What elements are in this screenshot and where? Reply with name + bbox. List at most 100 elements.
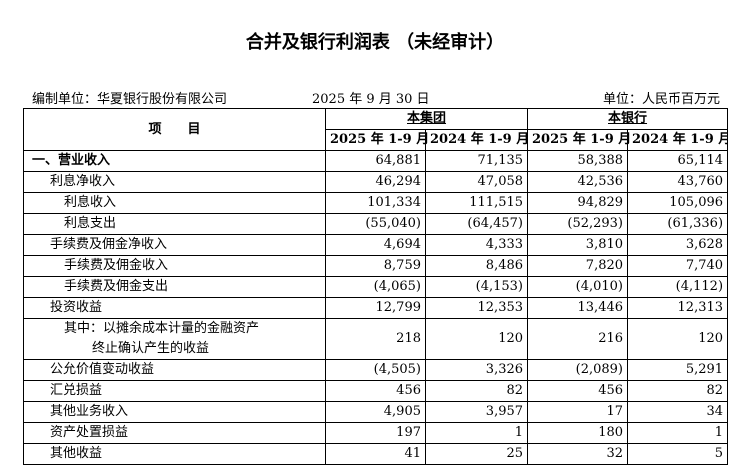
cell-value: (4,112)	[627, 276, 728, 298]
cell-value: 58,388	[527, 150, 629, 172]
group-label: 本银行	[608, 111, 648, 126]
cell-value: (4,153)	[424, 276, 529, 298]
cell-value: 1	[424, 422, 529, 444]
data-row: 投资收益 12,799 12,353 13,446 12,313	[23, 297, 728, 319]
row-label: 其中：以摊余成本计量的金融资产终止确认产生的收益	[23, 318, 326, 360]
data-row: 一、营业收入 64,881 71,135 58,388 65,114	[23, 150, 728, 172]
data-row: 资产处置损益 197 1 180 1	[23, 422, 728, 444]
row-label: 汇兑损益	[23, 380, 326, 402]
cell-value: 46,294	[325, 171, 426, 193]
cell-value: 42,536	[527, 171, 629, 193]
cell-value: 105,096	[627, 192, 728, 214]
cell-value: 456	[325, 380, 426, 402]
cell-value: 8,759	[325, 255, 426, 277]
cell-value: 5	[627, 443, 728, 465]
cell-value: 3,810	[527, 234, 629, 256]
cell-value: 12,353	[424, 297, 529, 319]
group-label: 本集团	[407, 111, 447, 126]
cell-value: 32	[527, 443, 629, 465]
period-header: 2025 年 1-9 月	[527, 129, 631, 151]
cell-value: 94,829	[527, 192, 629, 214]
label-line: 其中：以摊余成本计量的金融资产	[64, 321, 260, 336]
cell-value: 120	[424, 318, 529, 360]
cell-value: 197	[325, 422, 426, 444]
row-label: 利息收入	[23, 192, 326, 214]
cell-value: (55,040)	[325, 213, 426, 235]
cell-value: (4,010)	[527, 276, 629, 298]
period-header: 2024 年 1-9 月	[424, 129, 529, 151]
cell-value: 101,334	[325, 192, 426, 214]
data-row: 手续费及佣金净收入 4,694 4,333 3,810 3,628	[23, 234, 728, 256]
cell-value: 3,628	[627, 234, 728, 256]
cell-value: 456	[527, 380, 629, 402]
cell-value: 34	[627, 401, 728, 423]
cell-value: 71,135	[424, 150, 529, 172]
cell-value: 47,058	[424, 171, 529, 193]
cell-value: 216	[527, 318, 629, 360]
period-header: 2025 年 1-9 月	[325, 129, 429, 151]
cell-value: (4,505)	[325, 359, 426, 381]
data-row: 手续费及佣金支出 (4,065) (4,153) (4,010) (4,112)	[23, 276, 728, 298]
cell-value: 25	[424, 443, 529, 465]
data-row: 利息收入 101,334 111,515 94,829 105,096	[23, 192, 728, 214]
cell-value: 120	[627, 318, 728, 360]
cell-value: 12,799	[325, 297, 426, 319]
cell-value: (64,457)	[424, 213, 529, 235]
cell-value: 4,333	[424, 234, 529, 256]
item-header: 项 目	[23, 108, 326, 151]
row-label: 资产处置损益	[23, 422, 326, 444]
cell-value: 7,820	[527, 255, 629, 277]
table-wrap: 项 目本集团 本银行 2025 年 1-9 月 2024 年 1-9 月 2025 年 …	[23, 108, 728, 470]
cell-value: 82	[627, 380, 728, 402]
preparer: 编制单位：华夏银行股份有限公司	[32, 92, 228, 107]
data-row: 其他收益 41 25 32 5	[23, 443, 728, 465]
cell-value: 41	[325, 443, 426, 465]
label-line: 终止确认产生的收益	[92, 341, 210, 356]
date: 2025 年 9 月 30 日	[312, 92, 430, 107]
data-row: 其他业务收入 4,905 3,957 17 34	[23, 401, 728, 423]
cell-value: 64,881	[325, 150, 426, 172]
row-label: 一、营业收入	[23, 150, 326, 172]
cell-value: 111,515	[424, 192, 529, 214]
cell-value: 7,740	[627, 255, 728, 277]
cell-value: (52,293)	[527, 213, 629, 235]
period-header: 2024 年 1-9 月	[627, 129, 728, 151]
row-label: 投资收益	[23, 297, 326, 319]
title: 合并及银行利润表 （未经审计）	[245, 32, 505, 53]
cell-value: 12,313	[627, 297, 728, 319]
cell-value: 4,694	[325, 234, 426, 256]
cell-value: 3,957	[424, 401, 529, 423]
cell-value: 43,760	[627, 171, 728, 193]
row-label: 公允价值变动收益	[23, 359, 326, 381]
data-row: 手续费及佣金收入 8,759 8,486 7,820 7,740	[23, 255, 728, 277]
header-row: 2025 年 1-9 月 2024 年 1-9 月 2025 年 1-9 月 2024…	[24, 129, 728, 151]
cell-value: 218	[325, 318, 426, 360]
cell-value: 1	[627, 422, 728, 444]
row-label: 利息净收入	[23, 171, 326, 193]
cell-value: 3,326	[424, 359, 529, 381]
cell-value: 180	[527, 422, 629, 444]
row-label: 利息支出	[23, 213, 326, 235]
data-row: 其中：以摊余成本计量的金融资产 终止确认产生的收益 218 120 216 120	[23, 318, 728, 360]
group-header: 本集团	[324, 108, 529, 130]
cell-value: 65,114	[627, 150, 728, 172]
group-header: 本银行	[527, 108, 728, 130]
row-label: 手续费及佣金收入	[23, 255, 326, 277]
unit: 单位：人民币百万元	[602, 92, 720, 107]
row-label: 其他收益	[23, 443, 326, 465]
cell-value: 13,446	[527, 297, 629, 319]
data-row: 利息净收入 46,294 47,058 42,536 43,760	[23, 171, 728, 193]
data-row: 公允价值变动收益 (4,505) 3,326 (2,089) 5,291	[23, 359, 728, 381]
income-table: 项 目本集团 本银行 2025 年 1-9 月 2024 年 1-9 月 2025 年 …	[23, 108, 728, 465]
cell-value: 4,905	[325, 401, 426, 423]
cell-value: 82	[424, 380, 529, 402]
row-label: 手续费及佣金支出	[23, 276, 326, 298]
cell-value: (4,065)	[325, 276, 426, 298]
cell-value: 8,486	[424, 255, 529, 277]
row-label: 手续费及佣金净收入	[23, 234, 326, 256]
cell-value: 5,291	[627, 359, 728, 381]
header-row: 项 目 本集团 本银行	[23, 108, 728, 151]
data-row: 汇兑损益 456 82 456 82	[23, 380, 728, 402]
row-label: 其他业务收入	[23, 401, 326, 423]
